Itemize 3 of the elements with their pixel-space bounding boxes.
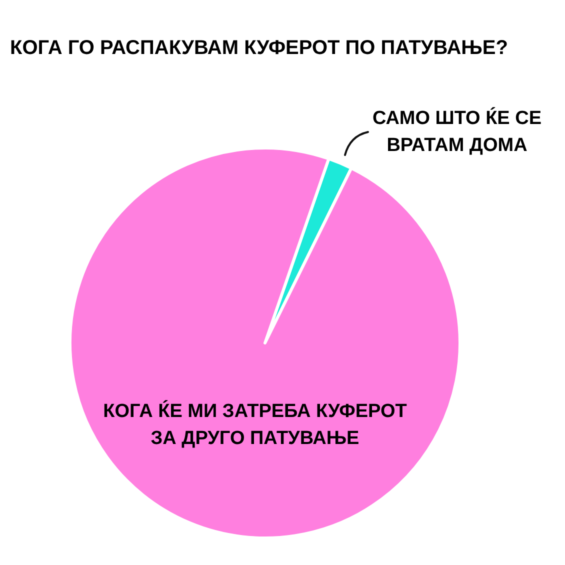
slice-label: КОГА ЌЕ МИ ЗАТРЕБА КУФЕРОТ ЗА ДРУГО ПАТУВАЊЕ — [103, 400, 408, 449]
chart-title: КОГА ГО РАСПАКУВАМ КУФЕРОТ ПО ПАТУВАЊЕ? — [10, 37, 508, 59]
slice-label: САМО ШТО ЌЕ СЕ ВРАТАМ ДОМА — [372, 107, 542, 156]
